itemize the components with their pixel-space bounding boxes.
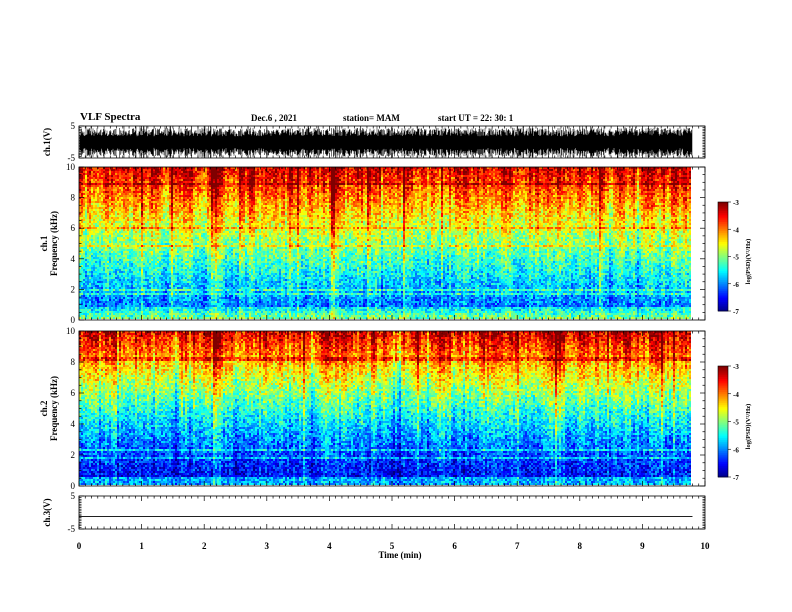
ytick-label-panel-3: 5 xyxy=(71,491,76,501)
ytick-label-panel-2: 0 xyxy=(71,481,76,491)
station-label: station= MAM xyxy=(343,113,400,123)
ytick-label-panel-2: 2 xyxy=(71,450,76,460)
x-ticks-panel-3 xyxy=(78,496,706,529)
y-ticks-panel-3 xyxy=(79,495,705,530)
xtick-label: 10 xyxy=(701,541,711,551)
ytick-label-panel-2: 10 xyxy=(66,326,76,336)
ytick-label-panel-2: 8 xyxy=(71,357,76,367)
colorbar-tick-label-2: -5 xyxy=(733,419,739,427)
xtick-label: 1 xyxy=(139,541,144,551)
xtick-label: 4 xyxy=(327,541,332,551)
ytick-label-panel-0: 5 xyxy=(71,121,76,131)
ytick-label-panel-0: -5 xyxy=(68,153,76,163)
ytick-label-panel-2: 6 xyxy=(71,388,76,398)
ytick-label-panel-1: 2 xyxy=(71,284,76,294)
x-ticks-panel-1 xyxy=(78,167,706,320)
ytick-label-panel-3: -5 xyxy=(68,524,76,534)
spectrogram-ylabel-channel-2: ch.2 xyxy=(39,400,49,416)
ytick-label-panel-1: 4 xyxy=(71,254,76,264)
xtick-label: 6 xyxy=(452,541,457,551)
colorbar-tick-label-2: -4 xyxy=(733,391,739,399)
spectrogram-cells-2 xyxy=(79,331,691,485)
spectrogram-empty-1 xyxy=(692,167,705,320)
x-ticks-panel-0 xyxy=(78,126,706,158)
spectrogram-cells-1 xyxy=(79,167,691,319)
xtick-label: 8 xyxy=(578,541,583,551)
start-time-label: start UT = 22: 30: 1 xyxy=(438,113,513,123)
date-label: Dec.6 , 2021 xyxy=(251,113,297,123)
spectrogram-empty-2 xyxy=(692,331,705,486)
colorbar-tick-label-1: -3 xyxy=(733,199,739,207)
xaxis-title: Time (min) xyxy=(378,550,421,560)
spectrogram-ylabel-freq-1: Frequency (kHz) xyxy=(49,211,59,276)
colorbar-tick-label-1: -4 xyxy=(733,226,739,234)
ytick-label-panel-2: 4 xyxy=(71,419,76,429)
xtick-label: 9 xyxy=(640,541,645,551)
colorbar-tick-label-1: -5 xyxy=(733,254,739,262)
chart-title: VLF Spectra xyxy=(80,111,140,123)
spectrogram-ylabel-freq-2: Frequency (kHz) xyxy=(49,376,59,441)
colorbar-label-1: log(PSD)(V²/Hz) xyxy=(745,239,752,285)
ytick-label-panel-1: 6 xyxy=(71,223,76,233)
y-ticks-panel-1 xyxy=(79,166,705,321)
xtick-label: 7 xyxy=(515,541,520,551)
ytick-label-panel-1: 8 xyxy=(71,193,76,203)
xtick-label: 5 xyxy=(390,541,395,551)
colorbar-tick-label-2: -3 xyxy=(733,363,739,371)
colorbar-2 xyxy=(718,366,728,478)
colorbar-label-2: log(PSD)(V²/Hz) xyxy=(745,404,752,450)
xtick-label: 2 xyxy=(202,541,207,551)
x-ticks-panel-2 xyxy=(78,331,706,486)
xtick-label: 0 xyxy=(77,541,82,551)
ch1-waveform-trace xyxy=(79,126,693,158)
y-ticks-panel-0 xyxy=(79,125,705,159)
ch3-ylabel: ch.3(V) xyxy=(42,498,52,526)
ch1-ylabel: ch.1(V) xyxy=(42,128,52,156)
ytick-label-panel-1: 10 xyxy=(66,162,76,172)
colorbar-tick-label-1: -7 xyxy=(733,308,739,316)
colorbar-tick-label-1: -6 xyxy=(733,281,739,289)
xtick-label: 3 xyxy=(265,541,270,551)
colorbar-1 xyxy=(718,202,728,312)
spectrogram-ylabel-channel-1: ch.1 xyxy=(39,235,49,251)
ytick-label-panel-1: 0 xyxy=(71,315,76,325)
colorbar-tick-label-2: -6 xyxy=(733,446,739,454)
colorbar-tick-label-2: -7 xyxy=(733,474,739,482)
y-ticks-panel-2 xyxy=(79,330,705,487)
